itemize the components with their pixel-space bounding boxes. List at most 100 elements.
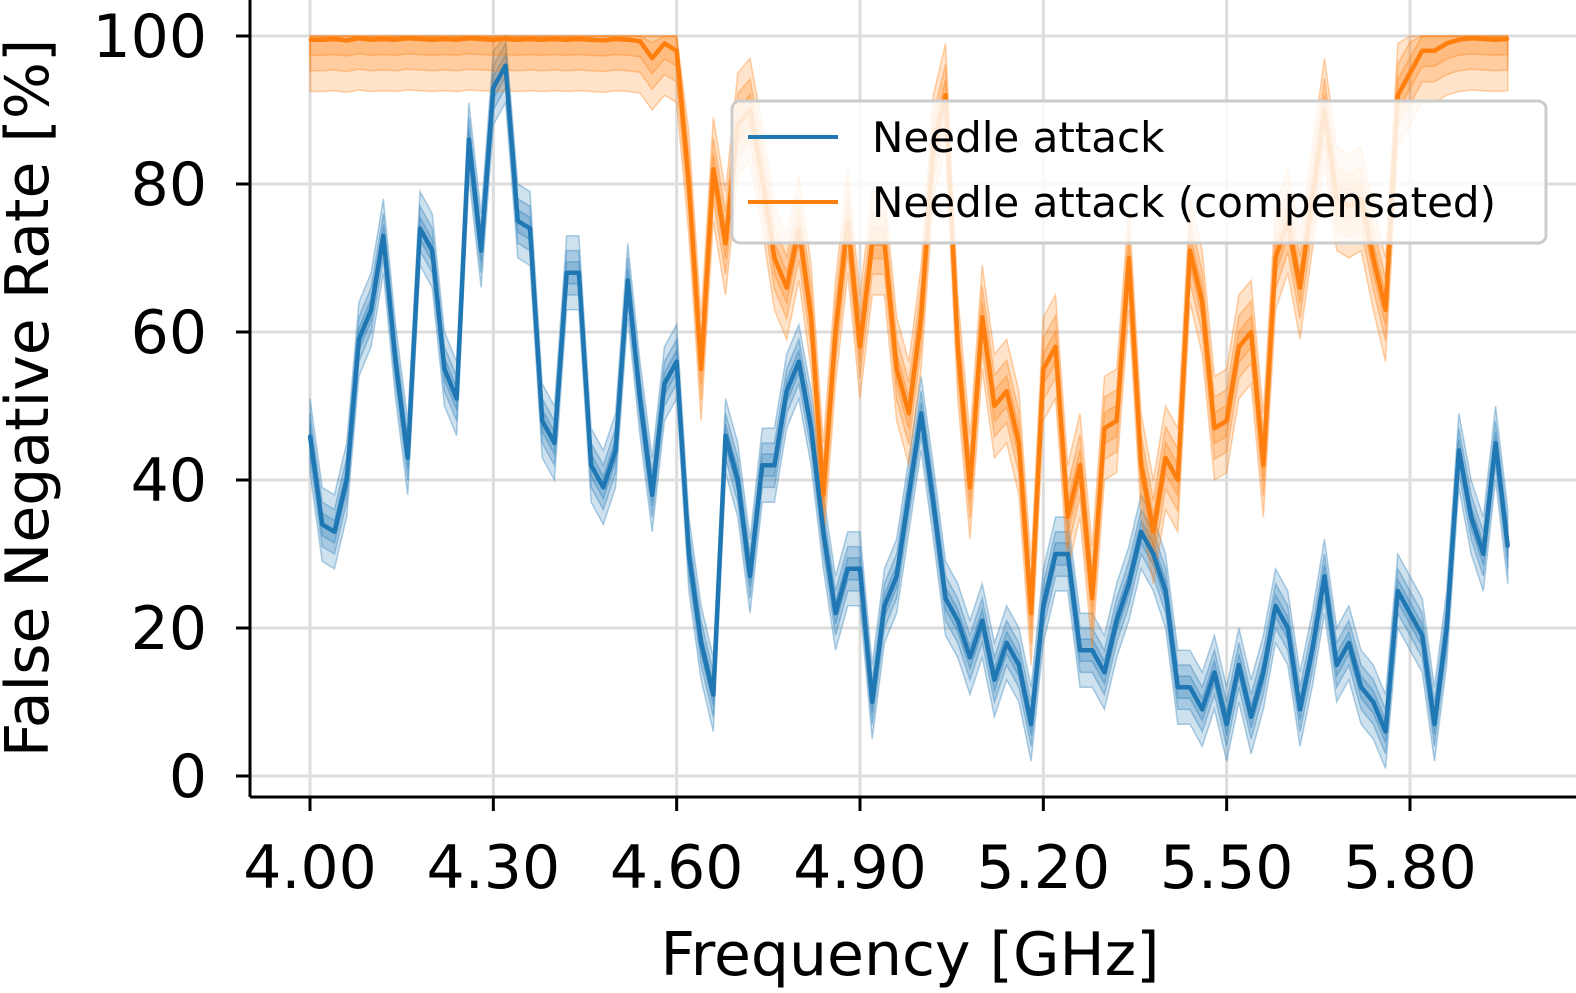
- data-point-needle-attack-27: [638, 397, 642, 401]
- data-point-needle-attack-83: [1322, 574, 1326, 578]
- data-point-needle-attack-9: [418, 226, 422, 230]
- data-point-needle-attack-compensated-94: [1457, 38, 1461, 42]
- data-point-needle-attack-33: [711, 693, 715, 697]
- x-axis-label: Frequency [GHz]: [661, 920, 1160, 990]
- data-point-needle-attack-98: [1506, 545, 1510, 549]
- data-point-needle-attack-8: [406, 456, 410, 460]
- data-point-needle-attack-31: [687, 552, 691, 556]
- data-point-needle-attack-compensated-89: [1396, 93, 1400, 97]
- data-point-needle-attack-7: [394, 360, 398, 364]
- band-needle-attack-compensated-2: [309, 35, 1509, 629]
- data-point-needle-attack-compensated-22: [577, 37, 581, 41]
- y-tick-label-2: 40: [131, 446, 207, 516]
- data-point-needle-attack-compensated-70: [1164, 456, 1168, 460]
- data-point-needle-attack-compensated-69: [1151, 530, 1155, 534]
- data-point-needle-attack-compensated-6: [381, 37, 385, 41]
- y-axis-label: False Negative Rate [%]: [0, 39, 63, 758]
- data-point-needle-attack-compensated-38: [772, 256, 776, 260]
- data-point-needle-attack-95: [1469, 515, 1473, 519]
- data-point-needle-attack-10: [430, 249, 434, 253]
- data-point-needle-attack-53: [956, 619, 960, 623]
- data-point-needle-attack-compensated-23: [589, 38, 593, 42]
- x-tick-label-2: 4.60: [610, 833, 744, 903]
- data-point-needle-attack-24: [601, 485, 605, 489]
- data-point-needle-attack-67: [1127, 582, 1131, 586]
- series-lines: [307, 35, 1511, 734]
- data-point-needle-attack-compensated-28: [650, 56, 654, 60]
- data-point-needle-attack-91: [1420, 633, 1424, 637]
- data-point-needle-attack-92: [1432, 722, 1436, 726]
- data-point-needle-attack-compensated-25: [614, 37, 618, 41]
- data-point-needle-attack-64: [1090, 648, 1094, 652]
- y-tick-label-1: 20: [131, 594, 207, 664]
- data-point-needle-attack-compensated-96: [1481, 37, 1485, 41]
- data-point-needle-attack-compensated-66: [1115, 419, 1119, 423]
- data-point-needle-attack-compensated-17: [516, 38, 520, 42]
- data-point-needle-attack-compensated-73: [1200, 300, 1204, 304]
- data-point-needle-attack-34: [724, 434, 728, 438]
- data-point-needle-attack-1: [320, 522, 324, 526]
- data-point-needle-attack-86: [1359, 685, 1363, 689]
- data-point-needle-attack-65: [1102, 670, 1106, 674]
- data-point-needle-attack-compensated-27: [638, 39, 642, 43]
- data-point-needle-attack-3: [345, 478, 349, 482]
- data-point-needle-attack-78: [1261, 670, 1265, 674]
- data-point-needle-attack-21: [565, 271, 569, 275]
- data-point-needle-attack-29: [662, 382, 666, 386]
- data-point-needle-attack-compensated-61: [1054, 345, 1058, 349]
- data-point-needle-attack-compensated-3: [345, 38, 349, 42]
- data-point-needle-attack-26: [626, 278, 630, 282]
- x-tick-label-1: 4.30: [427, 833, 561, 903]
- data-point-needle-attack-compensated-90: [1408, 71, 1412, 75]
- data-point-needle-attack-63: [1078, 648, 1082, 652]
- x-tick-label-6: 5.80: [1343, 833, 1477, 903]
- data-point-needle-attack-compensated-52: [944, 93, 948, 97]
- data-point-needle-attack-compensated-42: [821, 493, 825, 497]
- data-point-needle-attack-compensated-63: [1078, 463, 1082, 467]
- data-point-needle-attack-58: [1017, 663, 1021, 667]
- data-point-needle-attack-51: [931, 500, 935, 504]
- data-point-needle-attack-35: [736, 478, 740, 482]
- data-point-needle-attack-compensated-15: [491, 38, 495, 42]
- data-point-needle-attack-compensated-59: [1029, 611, 1033, 615]
- data-point-needle-attack-89: [1396, 589, 1400, 593]
- axes: [248, 0, 1576, 799]
- data-point-needle-attack-80: [1286, 626, 1290, 630]
- data-point-needle-attack-compensated-19: [540, 38, 544, 42]
- data-point-needle-attack-43: [834, 611, 838, 615]
- data-point-needle-attack-52: [944, 596, 948, 600]
- data-point-needle-attack-45: [858, 567, 862, 571]
- data-point-needle-attack-compensated-93: [1445, 41, 1449, 45]
- data-point-needle-attack-compensated-43: [834, 330, 838, 334]
- data-point-needle-attack-42: [821, 530, 825, 534]
- data-point-needle-attack-compensated-76: [1237, 345, 1241, 349]
- x-tick-label-3: 4.90: [793, 833, 927, 903]
- data-point-needle-attack-compensated-26: [626, 38, 630, 42]
- data-point-needle-attack-48: [895, 574, 899, 578]
- data-point-needle-attack-23: [589, 463, 593, 467]
- data-point-needle-attack-compensated-53: [956, 345, 960, 349]
- data-point-needle-attack-44: [846, 567, 850, 571]
- data-point-needle-attack-49: [907, 493, 911, 497]
- data-point-needle-attack-72: [1188, 685, 1192, 689]
- y-tick-label-4: 80: [131, 150, 207, 220]
- data-point-needle-attack-compensated-91: [1420, 49, 1424, 53]
- data-point-needle-attack-compensated-18: [528, 37, 532, 41]
- x-ticks: 4.00 4.30 4.60 4.90 5.20 5.50 5.80: [243, 797, 1477, 903]
- data-point-needle-attack-compensated-30: [675, 49, 679, 53]
- data-point-needle-attack-compensated-48: [895, 367, 899, 371]
- legend-box: [730, 99, 1548, 245]
- x-tick-label-0: 4.00: [243, 833, 377, 903]
- data-point-needle-attack-93: [1445, 626, 1449, 630]
- data-point-needle-attack-15: [491, 86, 495, 90]
- data-point-needle-attack-66: [1115, 619, 1119, 623]
- data-point-needle-attack-compensated-16: [504, 37, 508, 41]
- data-point-needle-attack-13: [467, 138, 471, 142]
- data-point-needle-attack-25: [614, 448, 618, 452]
- data-point-needle-attack-compensated-8: [406, 36, 410, 40]
- data-point-needle-attack-12: [455, 397, 459, 401]
- data-point-needle-attack-39: [785, 389, 789, 393]
- data-point-needle-attack-compensated-92: [1432, 49, 1436, 53]
- data-point-needle-attack-46: [870, 700, 874, 704]
- data-point-needle-attack-compensated-0: [308, 38, 312, 42]
